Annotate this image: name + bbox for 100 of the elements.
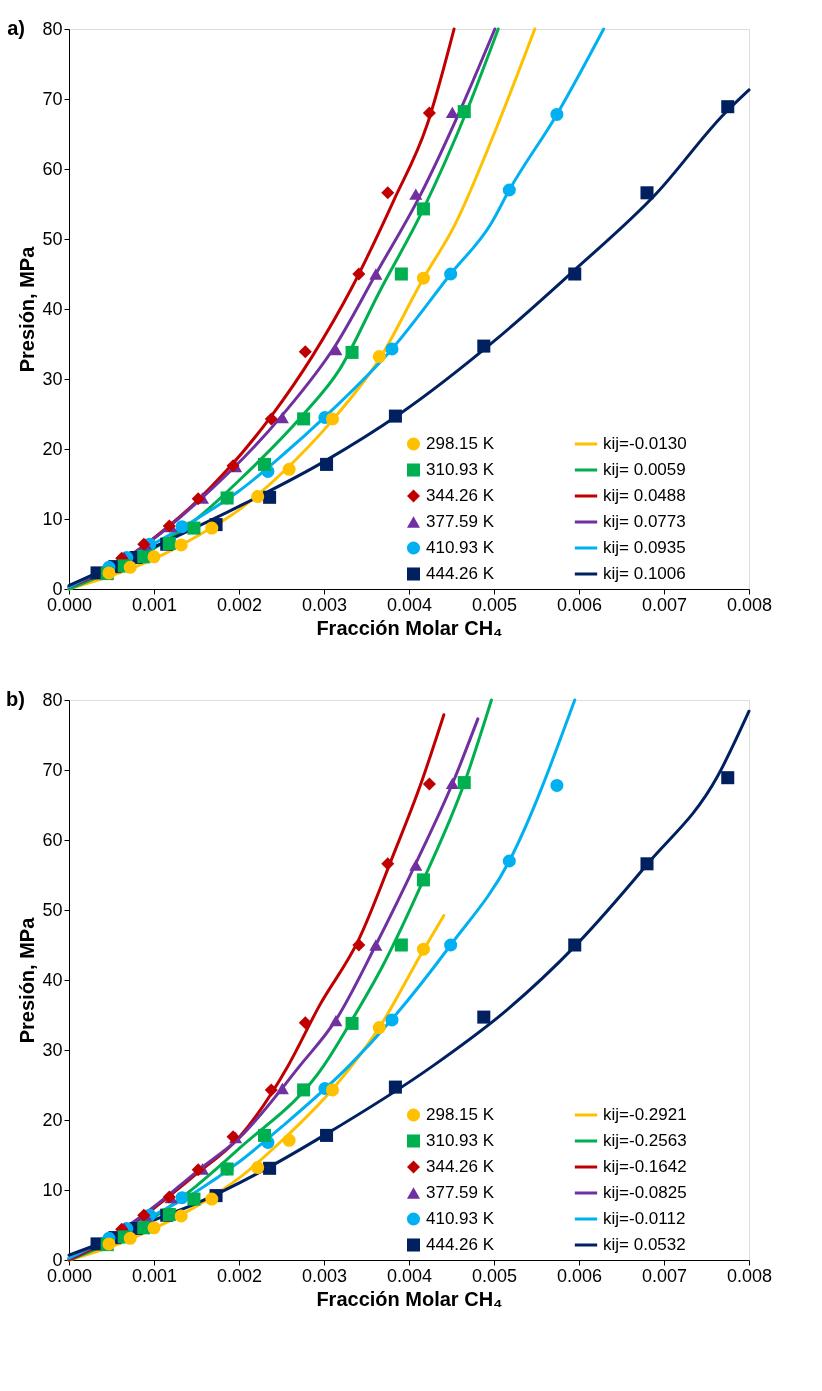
point [372, 1021, 386, 1035]
point [369, 939, 383, 951]
legend-label: kij= 0.0488 [603, 486, 686, 505]
x-axis-title: Fracción Molar CH₄ [316, 616, 503, 639]
legend-label: 298.15 K [426, 434, 495, 453]
point [416, 202, 430, 216]
y-tick-label: 20 [42, 1109, 63, 1130]
legend-label: 377.59 K [426, 512, 495, 531]
legend-label: 444.26 K [426, 1235, 495, 1254]
point [297, 1083, 311, 1097]
point [205, 521, 219, 535]
point [329, 1014, 343, 1027]
point [345, 1016, 359, 1030]
point [394, 267, 408, 281]
point [191, 492, 205, 506]
x-tick-label: 0.007 [641, 1265, 688, 1286]
point [381, 186, 395, 200]
point [457, 776, 471, 790]
y-tick-label: 50 [42, 228, 63, 249]
point [369, 268, 383, 280]
legend-label: kij=-0.1642 [603, 1157, 687, 1176]
y-tick-label: 40 [42, 969, 63, 990]
point [416, 942, 430, 956]
point [409, 859, 423, 871]
point [388, 409, 402, 423]
legend-label: 410.93 K [426, 538, 495, 557]
point [352, 267, 366, 281]
x-tick-label: 0.007 [641, 594, 688, 615]
y-tick-label: 30 [42, 1039, 63, 1060]
point [263, 490, 277, 504]
legend-label: kij= 0.0532 [603, 1235, 686, 1254]
point [187, 521, 201, 535]
point [422, 106, 436, 120]
line-series [67, 709, 751, 1257]
x-tick-label: 0.002 [216, 594, 263, 615]
point [444, 267, 458, 281]
text: b) [6, 688, 25, 710]
point [640, 186, 654, 200]
legend-label: kij= 0.0773 [603, 512, 686, 531]
point [320, 1128, 334, 1142]
point [381, 857, 395, 871]
point [137, 1221, 151, 1235]
legend-label: kij= 0.0935 [603, 538, 686, 557]
point [191, 1163, 205, 1177]
legend-label: 444.26 K [426, 564, 495, 583]
legend-label: 410.93 K [426, 1209, 495, 1228]
point [282, 1133, 296, 1147]
x-tick-label: 0.006 [556, 594, 603, 615]
legend-label: 298.15 K [426, 1105, 495, 1124]
x-tick-label: 0.001 [131, 1265, 178, 1286]
point [445, 777, 459, 789]
x-tick-label: 0.003 [301, 594, 348, 615]
text: a) [7, 17, 25, 39]
point [721, 771, 735, 785]
point [550, 107, 564, 121]
y-tick-label: 30 [42, 368, 63, 389]
point [640, 857, 654, 871]
point [550, 778, 564, 792]
point [721, 100, 735, 114]
point [298, 1016, 312, 1030]
point [174, 538, 188, 552]
legend-label: kij= 0.1006 [603, 564, 686, 583]
legend-label: 344.26 K [426, 1157, 495, 1176]
x-tick-label: 0.008 [726, 594, 773, 615]
point [264, 1083, 278, 1097]
point [282, 462, 296, 476]
point [175, 1191, 189, 1205]
point [325, 1083, 340, 1097]
y-tick-label: 40 [42, 298, 63, 319]
legend-label: kij=-0.2921 [603, 1105, 687, 1124]
point [263, 1161, 277, 1175]
point [320, 457, 334, 471]
point [137, 550, 151, 564]
point [416, 873, 430, 887]
x-tick-label: 0.004 [386, 1265, 433, 1286]
point [416, 271, 430, 285]
y-tick-label: 70 [42, 88, 63, 109]
point [174, 1209, 188, 1223]
point [385, 1013, 399, 1027]
x-tick-label: 0.001 [131, 594, 178, 615]
y-tick-label: 50 [42, 899, 63, 920]
y-tick-label: 10 [42, 508, 63, 529]
point [388, 1080, 402, 1094]
point [297, 412, 311, 426]
point [457, 105, 471, 119]
y-tick-label: 20 [42, 438, 63, 459]
point [275, 1082, 289, 1095]
legend-label: 344.26 K [426, 486, 495, 505]
point [251, 1161, 265, 1175]
y-tick-label: 80 [42, 18, 63, 39]
point [298, 345, 312, 359]
point [187, 1192, 201, 1206]
point [147, 1221, 161, 1235]
point [352, 938, 366, 952]
legend-label: 310.93 K [426, 460, 495, 479]
legend-label: kij= 0.0059 [603, 460, 686, 479]
x-axis-title: Fracción Molar CH₄ [316, 1287, 503, 1310]
x-tick-label: 0.002 [216, 1265, 263, 1286]
point [502, 854, 516, 868]
point [257, 1128, 272, 1142]
